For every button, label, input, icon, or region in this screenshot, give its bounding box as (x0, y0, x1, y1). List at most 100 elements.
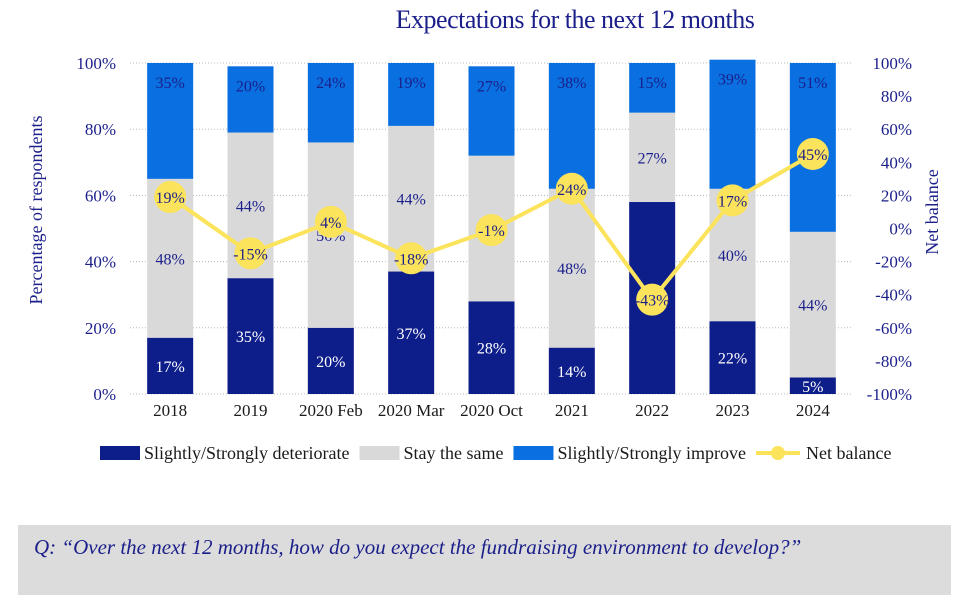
y2-tick-label: 100% (872, 54, 912, 73)
bar-segment-deteriorate (548, 347, 595, 394)
legend-label: Slightly/Strongly deteriorate (144, 443, 349, 463)
data-label-improve: 27% (477, 78, 506, 95)
net-balance-label: -18% (394, 251, 429, 268)
bar-segment-deteriorate (227, 278, 274, 394)
data-label-deteriorate: 37% (397, 326, 426, 343)
bar-segment-improve (227, 66, 274, 133)
chart-title: Expectations for the next 12 months (396, 5, 755, 34)
data-label-deteriorate: 35% (236, 329, 265, 346)
segment-labels: 17%48%35%35%44%20%20%56%24%37%44%19%28%4… (156, 72, 828, 396)
y2-axis-title: Net balance (922, 169, 942, 254)
legend-swatch-improve (513, 446, 554, 460)
data-label-deteriorate: 17% (156, 359, 185, 376)
y-tick-label: 20% (85, 319, 116, 338)
y2-tick-label: 60% (881, 120, 912, 139)
question-text: Q: “Over the next 12 months, how do you … (34, 535, 802, 559)
x-tick-label: 2019 (234, 401, 268, 420)
data-label-deteriorate: 20% (316, 354, 345, 371)
bar-segment-improve (548, 63, 595, 189)
bar-segment-same (789, 231, 836, 378)
y-tick-label: 0% (93, 385, 116, 404)
net-balance-label: 45% (798, 147, 827, 164)
net-balance-point (234, 237, 267, 270)
legend: Slightly/Strongly deteriorate Stay the sa… (100, 443, 891, 463)
y-tick-label: 80% (85, 120, 116, 139)
bar-segment-improve (468, 66, 515, 156)
net-balance-label: -1% (478, 223, 505, 240)
y-axis-ticks: 0% 20% 40% 60% 80% 100% (76, 54, 116, 404)
y2-tick-label: -40% (875, 286, 912, 305)
data-label-improve: 35% (156, 75, 185, 92)
legend-marker-net (770, 446, 785, 460)
data-label-deteriorate: 5% (802, 379, 823, 396)
net-balance-point (796, 138, 829, 171)
bar-segment-deteriorate (709, 321, 756, 394)
net-balance-point (395, 242, 428, 275)
net-balance-point (475, 214, 508, 247)
data-label-improve: 15% (638, 75, 667, 92)
bar-segment-deteriorate (147, 337, 194, 394)
y2-axis-ticks: -100% -80% -60% -40% -20% 0% 20% 40% 60% 80% 100% (867, 54, 912, 404)
question-box: Q: “Over the next 12 months, how do you … (18, 525, 951, 595)
data-label-same: 40% (718, 248, 747, 265)
net-balance-point (636, 283, 669, 316)
x-axis-ticks: 2018 2019 2020 Feb 2020 Mar 2020 Oct 2021 2022… (153, 401, 830, 420)
net-balance-point (314, 205, 347, 238)
bar-segment-deteriorate (307, 327, 354, 394)
y-tick-label: 60% (85, 186, 116, 205)
x-tick-label: 2020 Feb (299, 401, 363, 420)
net-balance-label: -15% (233, 246, 268, 263)
net-balance-point (716, 184, 749, 217)
y2-tick-label: 0% (889, 220, 912, 239)
legend-swatch-deteriorate (100, 446, 140, 460)
data-label-improve: 38% (557, 75, 586, 92)
net-balance-point (555, 172, 588, 205)
data-label-same: 48% (557, 261, 586, 278)
net-balance-label: 24% (557, 182, 586, 199)
net-balance-label: -43% (635, 293, 670, 310)
y2-tick-label: 40% (881, 153, 912, 172)
x-tick-label: 2020 Mar (378, 401, 445, 420)
legend-label: Stay the same (403, 443, 503, 463)
data-label-improve: 20% (236, 78, 265, 95)
legend-label: Net balance (806, 443, 891, 463)
data-label-improve: 51% (798, 75, 827, 92)
data-label-same: 48% (156, 251, 185, 268)
net-balance-label: 4% (320, 215, 341, 232)
bar-segment-improve (709, 59, 756, 189)
legend-label: Slightly/Strongly improve (557, 443, 746, 463)
y-tick-label: 40% (85, 253, 116, 272)
data-label-improve: 24% (316, 75, 345, 92)
data-label-improve: 19% (397, 75, 426, 92)
bar-segment-improve (629, 63, 676, 113)
net-balance-label: 19% (156, 190, 185, 207)
data-label-deteriorate: 28% (477, 341, 506, 358)
y2-tick-label: 80% (881, 87, 912, 106)
y2-tick-label: -60% (875, 319, 912, 338)
legend-swatch-same (359, 446, 400, 460)
x-tick-label: 2022 (635, 401, 669, 420)
bar-segment-deteriorate (789, 377, 836, 394)
x-tick-label: 2018 (153, 401, 187, 420)
net-balance-point (154, 181, 187, 214)
x-tick-label: 2024 (796, 401, 831, 420)
x-tick-label: 2020 Oct (460, 401, 523, 420)
data-label-same: 27% (638, 150, 667, 167)
net-balance-label: 17% (718, 193, 747, 210)
bar-segment-improve (147, 63, 194, 179)
bar-segment-deteriorate (388, 271, 435, 394)
stacked-bar-chart: Expectations for the next 12 months Perc… (26, 5, 942, 463)
y-axis-title: Percentage of respondents (26, 116, 46, 305)
data-label-deteriorate: 14% (557, 364, 586, 381)
y2-tick-label: -20% (875, 253, 912, 272)
bar-segment-same (548, 188, 595, 348)
data-label-same: 44% (798, 298, 827, 315)
data-label-same: 44% (236, 198, 265, 215)
bar-segment-same (629, 112, 676, 203)
data-label-same: 44% (397, 192, 426, 209)
bar-segment-improve (307, 63, 354, 143)
bar-segment-deteriorate (468, 301, 515, 394)
x-tick-label: 2023 (716, 401, 750, 420)
y2-tick-label: -80% (875, 352, 912, 371)
net-balance-line: 19% -15% 4% -18% -1% 24% -43% 17% 45% (154, 138, 829, 316)
